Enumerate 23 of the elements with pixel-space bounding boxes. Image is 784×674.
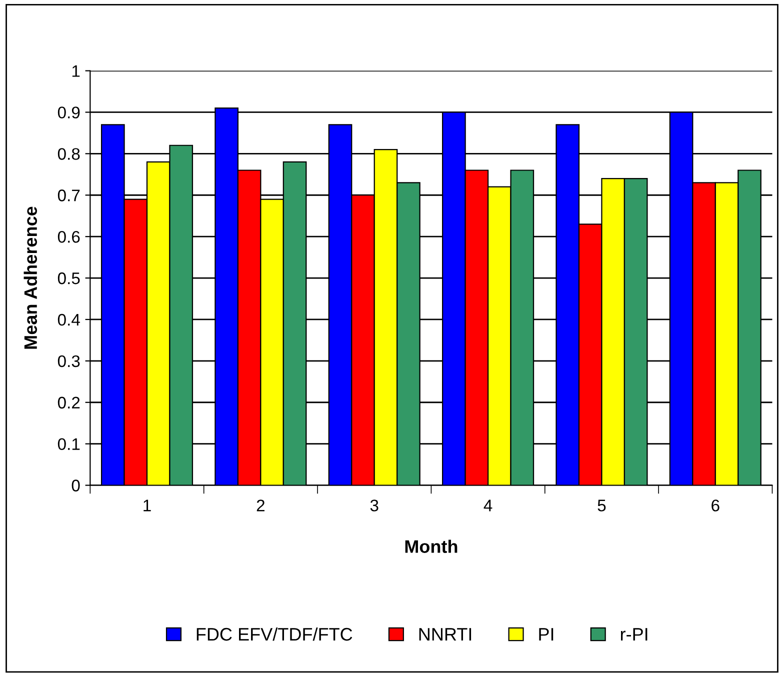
y-tick-label: 0.1 [58,438,80,450]
y-tick-label: 1 [72,65,80,77]
legend-label: r-PI [620,628,648,641]
y-tick-label: 0.4 [58,314,80,326]
legend-label: PI [539,628,554,641]
y-tick-label: 0.3 [58,355,80,368]
y-tick-label: 0.9 [58,106,80,118]
y-tick-label: 0.2 [58,396,80,409]
x-tick-label: 1 [144,500,151,512]
x-axis-title: Month [405,540,458,553]
y-tick-label: 0.6 [58,230,80,243]
legend-label: NNRTI [419,628,472,641]
y-tick-label: 0 [72,480,80,492]
x-tick-label: 5 [598,500,606,512]
x-tick-label: 3 [370,500,378,512]
y-tick-label: 0.7 [58,190,80,202]
legend-label: FDC EFV/TDF/FTC [196,627,352,641]
x-tick-label: 6 [712,500,720,512]
y-axis-title: Mean Adherence [24,206,38,349]
y-tick-label: 0.8 [58,148,80,160]
x-tick-label: 4 [484,500,492,512]
y-tick-label: 0.5 [58,272,80,284]
x-tick-label: 2 [256,500,264,512]
